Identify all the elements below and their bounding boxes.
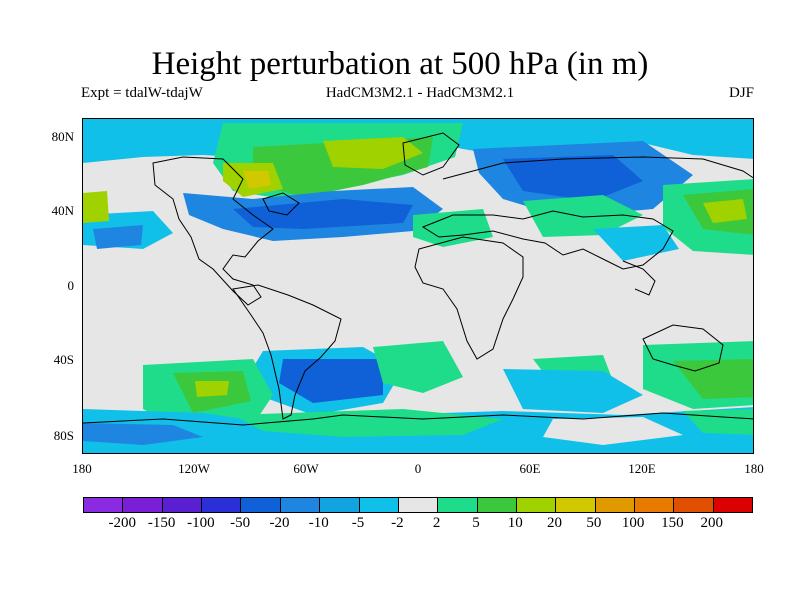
map-panel (82, 118, 754, 454)
experiment-label: Expt = tdalW-tdajW (81, 85, 203, 101)
colorbar-box (320, 498, 360, 512)
anomaly-region (83, 423, 203, 445)
colorbar-box (713, 498, 753, 512)
lon-tick-label: 0 (414, 461, 422, 476)
colorbar-label: 50 (586, 515, 602, 531)
colorbar-label: -20 (269, 515, 290, 531)
season-label: DJF (728, 85, 754, 101)
chart-title: Height perturbation at 500 hPa (in m) (151, 46, 649, 82)
colorbar-label: -100 (187, 515, 215, 531)
colorbar-label: 150 (661, 515, 684, 531)
anomaly-region (323, 137, 423, 169)
coastlines (83, 132, 753, 426)
lon-tick-label: 120W (178, 461, 210, 476)
anomaly-region (503, 155, 643, 201)
colorbar-label: 20 (547, 515, 563, 531)
anomaly-region (243, 171, 271, 189)
colorbar-box (635, 498, 675, 512)
colorbar-box (84, 498, 124, 512)
lon-tick-label: 60W (293, 461, 319, 476)
anomaly-region (195, 381, 229, 397)
colorbar-label: -10 (308, 515, 329, 531)
colorbar-label: -5 (351, 515, 365, 531)
colorbar-box (123, 498, 163, 512)
anomaly-region (233, 199, 413, 229)
colorbar-box (280, 498, 321, 512)
anomaly-region (703, 199, 747, 223)
colorbar-box (241, 498, 281, 512)
anomaly-region (279, 359, 383, 403)
lon-tick-label: 120E (628, 461, 656, 476)
colorbar-box (202, 498, 242, 512)
anomaly-region (83, 191, 109, 223)
colorbar-box (359, 498, 399, 512)
colorbar-box (477, 498, 517, 512)
colorbar-box (556, 498, 596, 512)
anomaly-region (93, 225, 143, 249)
colorbar-label: 10 (507, 515, 523, 531)
colorbar-label: -50 (230, 515, 251, 531)
colorbar-box (595, 498, 636, 512)
models-label: HadCM3M2.1 - HadCM3M2.1 (325, 85, 515, 101)
anomaly-region (373, 341, 463, 393)
lat-tick-label: 40N (51, 203, 74, 218)
colorbar-box (162, 498, 203, 512)
colorbar-label: -150 (147, 515, 176, 531)
lon-tick-label: 60E (519, 461, 541, 476)
colorbar-box (516, 498, 557, 512)
anomaly-region (523, 195, 643, 237)
anomaly-region (593, 225, 679, 261)
colorbar-label: 5 (472, 515, 480, 531)
anomaly-region (233, 409, 503, 437)
colorbar-label: 200 (700, 515, 723, 531)
colorbar-label: 100 (621, 515, 645, 531)
colorbar-box (674, 498, 714, 512)
lat-tick-label: 80S (53, 428, 74, 443)
anomaly-field (83, 119, 753, 453)
lat-tick-label: 40S (53, 352, 74, 367)
lon-tick-label: 180 (744, 461, 764, 476)
lon-tick-label: 180 (72, 461, 92, 476)
colorbar (83, 497, 753, 513)
colorbar-box (398, 498, 439, 512)
colorbar-label: -2 (391, 515, 404, 531)
lat-tick-label: 80N (51, 129, 74, 144)
lat-tick-label: 0 (67, 278, 75, 293)
colorbar-label: -200 (108, 515, 137, 531)
colorbar-box (438, 498, 478, 512)
anomaly-region (503, 369, 643, 413)
anomaly-region (673, 359, 753, 399)
anomaly-region (543, 417, 683, 445)
anomaly-region (413, 209, 493, 247)
colorbar-label: 2 (432, 515, 441, 531)
